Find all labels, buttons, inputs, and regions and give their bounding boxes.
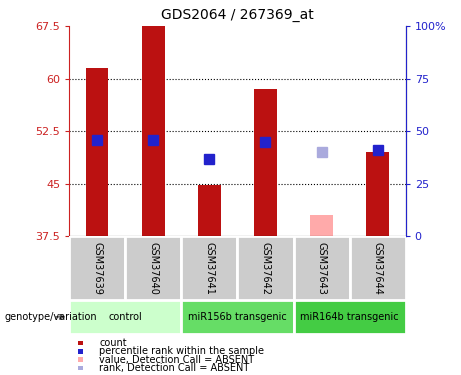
Bar [237, 236, 294, 300]
Text: GSM37639: GSM37639 [92, 242, 102, 295]
Bar [69, 300, 181, 334]
Text: GSM37643: GSM37643 [317, 242, 326, 295]
Text: GSM37641: GSM37641 [204, 242, 214, 295]
Bar [125, 236, 181, 300]
Bar [181, 300, 294, 334]
Text: miR164b transgenic: miR164b transgenic [300, 312, 399, 322]
Bar [294, 236, 349, 300]
Text: GSM37640: GSM37640 [148, 242, 158, 295]
Text: rank, Detection Call = ABSENT: rank, Detection Call = ABSENT [99, 363, 249, 373]
Bar [349, 236, 406, 300]
Title: GDS2064 / 267369_at: GDS2064 / 267369_at [161, 9, 314, 22]
Text: value, Detection Call = ABSENT: value, Detection Call = ABSENT [99, 355, 254, 364]
Bar [366, 152, 389, 236]
Bar [142, 26, 165, 236]
Text: GSM37644: GSM37644 [372, 242, 383, 295]
Bar [86, 68, 108, 236]
Bar [69, 236, 125, 300]
Text: GSM37642: GSM37642 [260, 242, 271, 295]
Text: count: count [99, 338, 127, 348]
Bar [198, 185, 220, 236]
Bar [254, 89, 277, 236]
Text: miR156b transgenic: miR156b transgenic [188, 312, 287, 322]
Bar [310, 215, 333, 236]
Text: control: control [108, 312, 142, 322]
Text: genotype/variation: genotype/variation [5, 312, 97, 322]
Bar [181, 236, 237, 300]
Text: percentile rank within the sample: percentile rank within the sample [99, 346, 264, 356]
Bar [294, 300, 406, 334]
